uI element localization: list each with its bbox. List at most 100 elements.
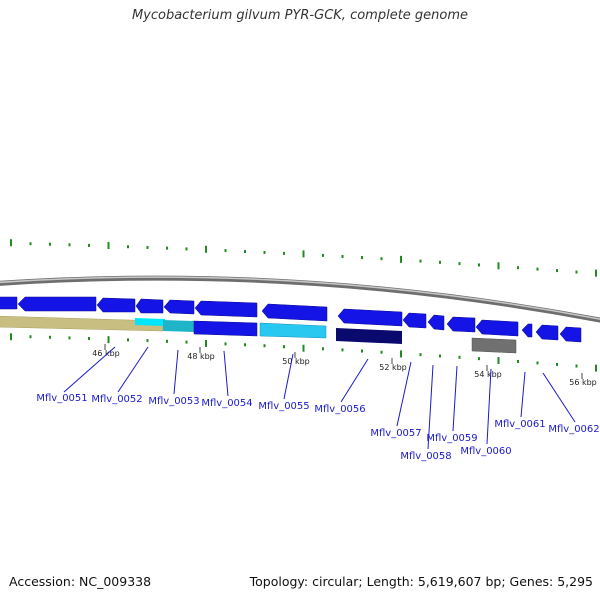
gene-arrow[interactable]: [475, 319, 519, 337]
gene-label[interactable]: Mflv_0062: [548, 424, 599, 435]
gc-tick-upper: [380, 257, 383, 261]
gc-tick-upper: [107, 242, 110, 250]
gc-tick-lower: [185, 340, 188, 344]
position-ruler: 46 kbp 48 kbp 50 kbp 52 kbp 54 kbp 56 kbp: [92, 344, 597, 387]
gc-tick-lower: [107, 336, 110, 344]
gc-tick-upper: [478, 263, 480, 267]
gc-tick-upper: [497, 262, 500, 270]
gc-tick-upper: [595, 269, 597, 277]
gc-tick-lower: [302, 344, 305, 352]
gene-arrow[interactable]: [535, 324, 559, 341]
backbone-arc: [0, 275, 600, 323]
gene-arrow[interactable]: [261, 303, 328, 322]
gene-label[interactable]: Mflv_0060: [460, 446, 511, 457]
gene-leader-line: [223, 350, 229, 397]
gene-arrow[interactable]: [96, 297, 136, 313]
gc-tick-upper: [127, 245, 129, 249]
ruler-label: 46 kbp: [92, 349, 120, 358]
gene-label[interactable]: Mflv_0057: [370, 428, 421, 439]
gc-tick-upper: [536, 267, 539, 271]
gc-tick-upper: [146, 245, 149, 249]
gc-tick-lower: [380, 350, 383, 354]
gene-label[interactable]: Mflv_0053: [148, 396, 199, 407]
gc-tick-upper: [361, 256, 363, 260]
gene-arrow[interactable]: [559, 326, 582, 343]
gene-label[interactable]: Mflv_0059: [426, 433, 477, 444]
gc-tick-upper: [263, 250, 266, 254]
gene-label-track: Mflv_0051 Mflv_0052 Mflv_0053 Mflv_0054 Mflv…: [36, 346, 600, 462]
gc-tick-lower: [29, 335, 32, 339]
feature-block-cyan[interactable]: [135, 318, 165, 326]
gc-tick-upper: [283, 251, 285, 255]
gc-tick-lower: [146, 339, 149, 343]
gene-label[interactable]: Mflv_0061: [494, 419, 545, 430]
feature-block-lightblue[interactable]: [259, 322, 327, 339]
gene-arrow[interactable]: [163, 299, 195, 315]
gc-tick-upper: [224, 249, 227, 253]
gc-tick-upper: [341, 254, 344, 258]
gc-tick-upper: [439, 260, 441, 264]
gene-label[interactable]: Mflv_0054: [201, 398, 252, 409]
gc-tick-lower: [88, 336, 90, 340]
feature-block-gray[interactable]: [471, 337, 517, 354]
feature-block-teal[interactable]: [163, 320, 194, 332]
gene-arrow[interactable]: [17, 296, 97, 312]
gene-leader-line: [427, 364, 434, 450]
gene-arrow[interactable]: [427, 314, 445, 331]
gc-tick-lower: [439, 354, 441, 358]
gc-tick-upper: [166, 246, 168, 250]
gene-label[interactable]: Mflv_0051: [36, 393, 87, 404]
gc-tick-lower: [205, 339, 207, 347]
gc-tick-lower: [10, 333, 12, 341]
ruler-label: 48 kbp: [187, 352, 215, 361]
gc-tick-lower: [49, 335, 51, 339]
gene-leader-line: [63, 346, 116, 393]
ruler-label: 52 kbp: [379, 363, 407, 372]
gene-label[interactable]: Mflv_0056: [314, 404, 365, 415]
gc-tick-lower: [517, 359, 519, 363]
gene-arrow[interactable]: [337, 308, 403, 327]
gene-arrow[interactable]: [135, 298, 164, 314]
genome-summary-text: Topology: circular; Length: 5,619,607 bp…: [249, 574, 593, 589]
feature-block-navy[interactable]: [336, 328, 402, 344]
gc-tick-upper: [458, 262, 461, 266]
gene-leader-line: [117, 346, 149, 393]
gene-arrow[interactable]: [194, 300, 258, 318]
forward-strand-track: [0, 296, 582, 343]
gene-label[interactable]: Mflv_0058: [400, 451, 451, 462]
gc-tick-upper: [68, 243, 71, 247]
gc-tick-lower: [556, 362, 558, 366]
accession-text: Accession: NC_009338: [9, 574, 152, 589]
ruler-label: 56 kbp: [569, 378, 597, 387]
gc-tick-lower: [595, 364, 597, 372]
gene-leader-line: [173, 349, 179, 395]
feature-block-blue[interactable]: [193, 320, 258, 337]
gc-tick-lower: [244, 343, 246, 347]
gene-arrow[interactable]: [446, 316, 476, 333]
gene-leader-line: [520, 371, 526, 418]
gene-leader-line: [396, 361, 412, 427]
gc-tick-lower: [419, 353, 422, 357]
gc-tick-lower: [575, 364, 578, 368]
gene-arrow[interactable]: [521, 323, 533, 338]
gc-skew-track: [10, 239, 597, 372]
gc-tick-upper: [400, 255, 402, 263]
gene-leader-line: [452, 365, 458, 432]
gene-label[interactable]: Mflv_0052: [91, 394, 142, 405]
gene-arrow[interactable]: [402, 312, 427, 329]
genome-backbone: [0, 275, 600, 323]
gc-tick-lower: [458, 355, 461, 359]
gc-tick-upper: [302, 250, 305, 258]
gc-tick-lower: [166, 339, 168, 343]
gene-arrow[interactable]: [0, 296, 18, 310]
gc-tick-lower: [536, 361, 539, 365]
gc-tick-lower: [127, 338, 129, 342]
gene-label[interactable]: Mflv_0055: [258, 401, 309, 412]
gc-tick-upper: [556, 269, 558, 273]
gene-leader-line: [340, 358, 369, 403]
gc-tick-lower: [68, 336, 71, 340]
gc-tick-upper: [205, 245, 207, 253]
gc-tick-lower: [497, 357, 500, 365]
